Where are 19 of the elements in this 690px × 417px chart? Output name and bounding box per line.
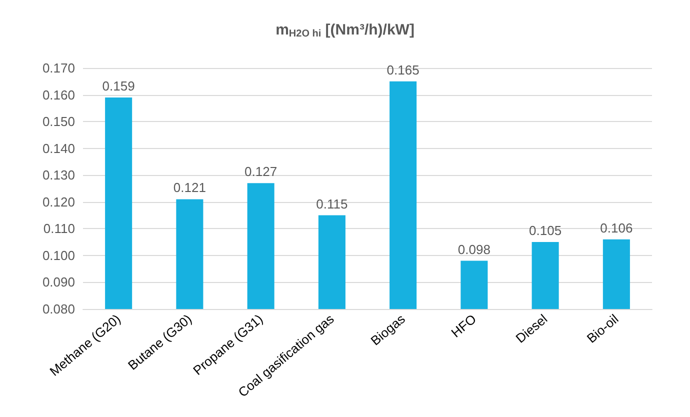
y-tick-label: 0.080 <box>42 302 75 316</box>
data-label: 0.121 <box>173 180 206 196</box>
y-tick-label: 0.160 <box>42 87 75 102</box>
y-tick-label: 0.170 <box>42 60 75 76</box>
y-tick-label: 0.130 <box>42 168 75 183</box>
y-tick-label: 0.110 <box>43 221 75 236</box>
data-label: 0.098 <box>458 242 490 257</box>
x-tick-label: HFO <box>448 311 480 340</box>
y-tick-label: 0.120 <box>42 194 75 210</box>
data-label: 0.165 <box>386 62 420 78</box>
data-label: 0.159 <box>102 78 135 94</box>
y-tick-label: 0.140 <box>42 140 75 156</box>
y-tick-label: 0.090 <box>42 274 75 290</box>
data-label: 0.115 <box>316 196 348 212</box>
data-label: 0.127 <box>244 164 278 180</box>
y-tick-label: 0.100 <box>42 248 75 263</box>
data-label: 0.106 <box>600 220 633 236</box>
y-tick-label: 0.150 <box>42 114 75 130</box>
data-label: 0.105 <box>529 223 562 238</box>
